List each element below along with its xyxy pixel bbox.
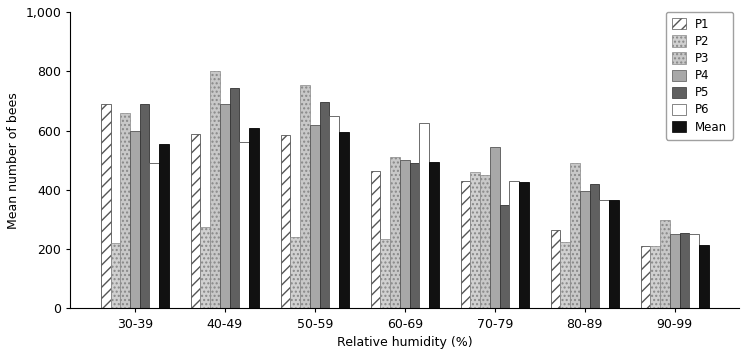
Bar	[500, 205, 510, 308]
Bar	[641, 246, 651, 308]
Bar	[159, 144, 169, 308]
X-axis label: Relative humidity (%): Relative humidity (%)	[337, 336, 472, 349]
Bar	[130, 131, 140, 308]
Bar	[230, 88, 239, 308]
Bar	[140, 104, 149, 308]
Bar	[319, 103, 329, 308]
Bar	[120, 113, 130, 308]
Legend: P1, P2, P3, P4, P5, P6, Mean: P1, P2, P3, P4, P5, P6, Mean	[665, 12, 733, 140]
Bar	[400, 160, 410, 308]
Bar	[429, 162, 439, 308]
Bar	[699, 245, 709, 308]
Bar	[471, 172, 480, 308]
Bar	[201, 227, 210, 308]
Bar	[310, 125, 319, 308]
Bar	[249, 127, 259, 308]
Bar	[660, 220, 670, 308]
Bar	[510, 181, 519, 308]
Bar	[609, 200, 618, 308]
Bar	[300, 85, 310, 308]
Bar	[290, 237, 300, 308]
Bar	[371, 171, 380, 308]
Bar	[239, 142, 249, 308]
Bar	[380, 239, 390, 308]
Bar	[101, 104, 110, 308]
Bar	[410, 163, 419, 308]
Bar	[280, 135, 290, 308]
Bar	[329, 116, 339, 308]
Bar	[480, 175, 490, 308]
Bar	[390, 157, 400, 308]
Bar	[210, 71, 220, 308]
Y-axis label: Mean number of bees: Mean number of bees	[7, 92, 20, 229]
Bar	[560, 242, 570, 308]
Bar	[570, 163, 580, 308]
Bar	[519, 182, 529, 308]
Bar	[110, 243, 120, 308]
Bar	[461, 181, 471, 308]
Bar	[651, 246, 660, 308]
Bar	[589, 184, 599, 308]
Bar	[689, 234, 699, 308]
Bar	[339, 132, 349, 308]
Bar	[680, 233, 689, 308]
Bar	[490, 147, 500, 308]
Bar	[580, 191, 589, 308]
Bar	[220, 104, 230, 308]
Bar	[419, 123, 429, 308]
Bar	[670, 234, 680, 308]
Bar	[551, 230, 560, 308]
Bar	[149, 163, 159, 308]
Bar	[599, 200, 609, 308]
Bar	[191, 134, 201, 308]
